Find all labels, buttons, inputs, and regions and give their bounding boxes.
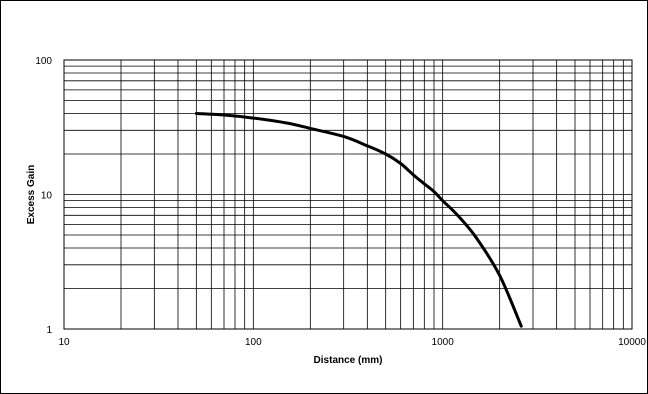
series-line [194,112,523,328]
y-tick-label: 10 [41,191,53,202]
y-tick-label: 100 [35,56,52,67]
x-tick-label: 100 [245,337,262,348]
y-tick-labels: 1 10 100 [35,56,52,336]
x-axis-title: Distance (mm) [314,355,383,366]
x-tick-label: 10000 [618,337,646,348]
x-tick-labels: 10 100 1000 10000 [58,337,646,348]
grid-lines [64,60,632,329]
plot-border [63,59,633,330]
y-axis-title: Excess Gain [26,165,37,224]
x-tick-label: 10 [58,337,70,348]
x-tick-label: 1000 [432,337,455,348]
y-tick-label: 1 [46,325,52,336]
